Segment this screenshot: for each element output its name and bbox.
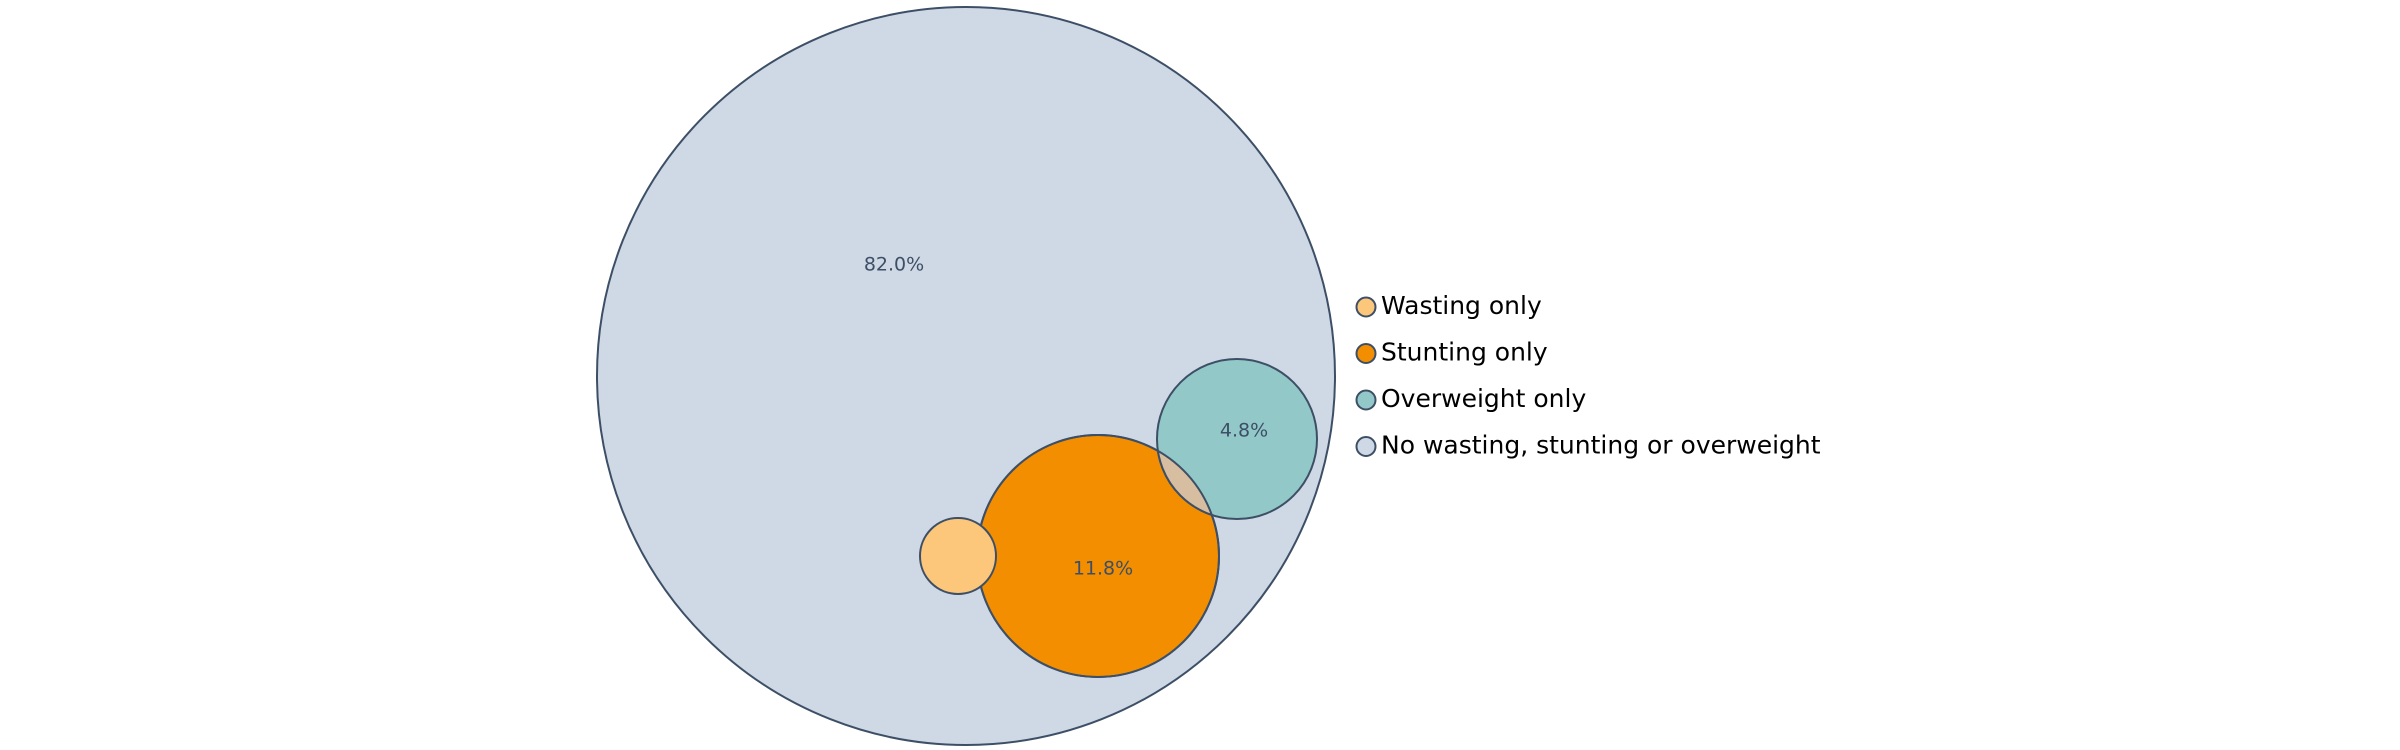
legend-label-no-wasting-stunting-or-overweight: No wasting, stunting or overweight xyxy=(1381,431,1821,460)
venn-label-overweight-only: 4.8% xyxy=(1220,420,1268,442)
legend-marker-no-wasting-stunting-or-overweight xyxy=(1355,436,1377,457)
legend-label-stunting-only: Stunting only xyxy=(1381,338,1548,367)
legend-label-wasting-only: Wasting only xyxy=(1381,291,1542,320)
legend-marker-wasting-only xyxy=(1355,296,1377,318)
venn-label-no-wasting-stunting-or-overweight: 82.0% xyxy=(864,254,924,276)
legend-marker-stunting-only xyxy=(1355,343,1377,364)
venn-circle-overweight-only xyxy=(1156,358,1318,520)
venn-circle-wasting-only xyxy=(919,517,997,595)
legend-marker-overweight-only xyxy=(1355,389,1377,411)
legend-label-overweight-only: Overweight only xyxy=(1381,384,1586,413)
venn-label-stunting-only: 11.8% xyxy=(1073,558,1133,580)
legend: Wasting only Stunting only Overweight only… xyxy=(1355,291,1821,460)
